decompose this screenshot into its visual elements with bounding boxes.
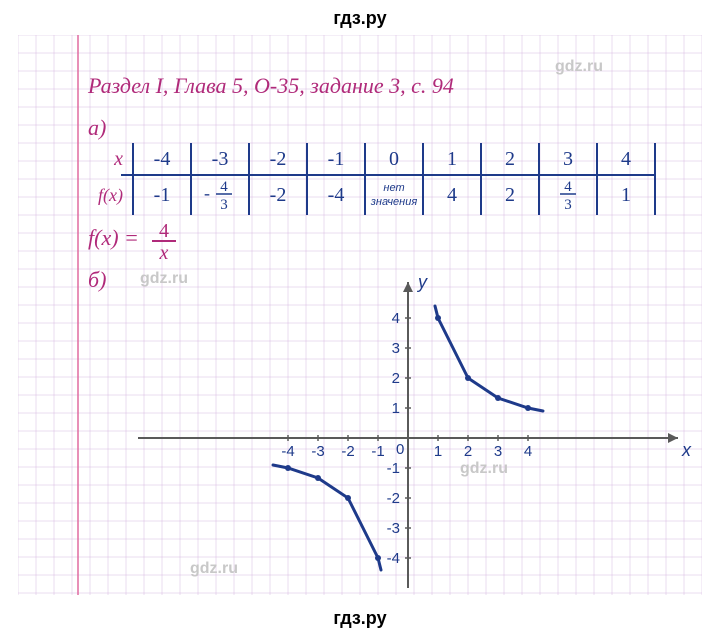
- svg-text:0: 0: [396, 441, 404, 458]
- svg-text:нет: нет: [383, 182, 404, 194]
- svg-text:-2: -2: [270, 148, 287, 170]
- svg-text:2: 2: [392, 370, 400, 387]
- site-footer: гдз.ру: [0, 608, 720, 629]
- svg-text:f(x): f(x): [98, 185, 123, 206]
- svg-text:а): а): [88, 115, 106, 140]
- page-svg: Раздел I, Глава 5, О-35, задание 3, с. 9…: [18, 35, 702, 595]
- notebook-page: Раздел I, Глава 5, О-35, задание 3, с. 9…: [18, 35, 702, 595]
- svg-text:f(x) =: f(x) =: [88, 225, 139, 250]
- svg-text:-1: -1: [387, 460, 400, 477]
- svg-text:-2: -2: [341, 443, 354, 460]
- svg-text:4: 4: [524, 443, 532, 460]
- svg-text:-3: -3: [311, 443, 324, 460]
- svg-text:-2: -2: [387, 490, 400, 507]
- svg-text:y: y: [416, 272, 428, 292]
- svg-text:1: 1: [392, 400, 400, 417]
- svg-text:3: 3: [392, 340, 400, 357]
- svg-text:3: 3: [220, 197, 228, 213]
- svg-text:-1: -1: [154, 184, 171, 206]
- svg-text:1: 1: [621, 184, 631, 206]
- svg-text:x: x: [113, 148, 123, 170]
- svg-text:0: 0: [389, 148, 399, 170]
- svg-text:3: 3: [563, 148, 573, 170]
- svg-text:-4: -4: [387, 550, 400, 567]
- svg-text:2: 2: [505, 148, 515, 170]
- svg-text:4: 4: [621, 148, 631, 170]
- site-header: гдз.ру: [0, 0, 720, 37]
- svg-text:3: 3: [564, 197, 572, 213]
- svg-text:б): б): [88, 267, 106, 292]
- svg-text:4: 4: [159, 220, 169, 242]
- svg-text:4: 4: [447, 184, 457, 206]
- svg-text:-4: -4: [328, 184, 345, 206]
- svg-text:3: 3: [494, 443, 502, 460]
- svg-text:4: 4: [392, 310, 400, 327]
- svg-text:-1: -1: [328, 148, 345, 170]
- svg-text:x: x: [681, 440, 692, 460]
- svg-text:2: 2: [464, 443, 472, 460]
- svg-text:-1: -1: [371, 443, 384, 460]
- svg-text:-3: -3: [387, 520, 400, 537]
- svg-text:-2: -2: [270, 184, 287, 206]
- svg-text:2: 2: [505, 184, 515, 206]
- svg-text:-4: -4: [154, 148, 171, 170]
- svg-text:-3: -3: [212, 148, 229, 170]
- svg-text:1: 1: [447, 148, 457, 170]
- svg-text:значения: значения: [370, 196, 418, 208]
- svg-text:4: 4: [220, 179, 228, 195]
- svg-text:4: 4: [564, 179, 572, 195]
- svg-text:1: 1: [434, 443, 442, 460]
- svg-text:-4: -4: [281, 443, 294, 460]
- svg-text:x: x: [159, 242, 169, 264]
- svg-text:-: -: [204, 183, 210, 203]
- svg-text:Раздел I, Глава 5, О-35, задан: Раздел I, Глава 5, О-35, задание 3, с. 9…: [87, 73, 454, 98]
